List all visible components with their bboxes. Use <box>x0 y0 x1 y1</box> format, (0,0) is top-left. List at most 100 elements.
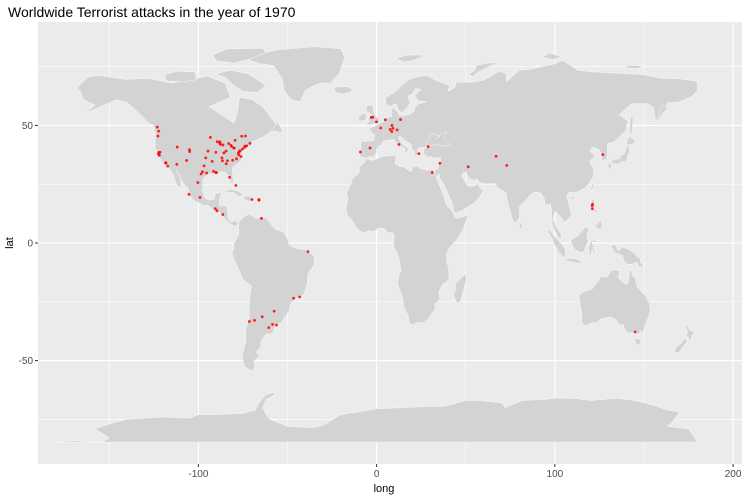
attack-point <box>272 309 276 313</box>
attack-point <box>298 295 302 299</box>
chart-title: Worldwide Terrorist attacks in the year … <box>8 4 296 20</box>
attack-point <box>224 149 228 153</box>
attack-point <box>267 326 271 330</box>
y-tick-label: 0 <box>27 239 33 250</box>
land-ellesmere-island <box>212 48 267 64</box>
attack-point <box>157 129 161 133</box>
land-novaya-zemlya <box>468 62 498 77</box>
y-axis-ticks: -50 0 50 <box>19 121 38 367</box>
attack-point <box>232 146 236 150</box>
attack-point <box>260 315 264 319</box>
attack-point <box>250 198 254 201</box>
land-greenland <box>248 46 345 103</box>
attack-point <box>222 151 226 155</box>
x-tick-label: -100 <box>188 469 208 480</box>
attack-point <box>426 145 430 149</box>
attack-point <box>368 146 372 150</box>
x-axis-ticks: -100 0 100 200 <box>188 464 742 480</box>
attack-point <box>224 162 228 166</box>
attack-point <box>399 118 402 121</box>
attack-point <box>248 141 252 145</box>
attack-point <box>253 318 256 322</box>
attack-point <box>505 164 509 167</box>
attack-point <box>633 330 637 334</box>
attack-point <box>218 141 222 145</box>
attack-point <box>215 209 219 213</box>
attack-point <box>271 322 274 326</box>
land-sakhalin <box>629 115 634 135</box>
land-africa <box>345 155 468 325</box>
x-tick-label: 0 <box>374 469 380 480</box>
attack-point <box>188 150 192 153</box>
attack-point <box>204 156 208 160</box>
attack-point <box>156 134 160 138</box>
attack-point <box>390 130 394 133</box>
attack-point <box>417 152 421 156</box>
attack-point <box>292 296 295 300</box>
land-tasmania <box>634 338 642 346</box>
attack-point <box>205 171 209 175</box>
attack-point <box>234 183 238 187</box>
attack-point <box>187 192 191 196</box>
attack-point <box>233 138 237 142</box>
land-new-zealand-north <box>684 323 695 341</box>
attack-point <box>306 250 310 254</box>
attack-point <box>383 118 387 122</box>
y-tick-label: -50 <box>19 356 34 367</box>
attack-point <box>388 128 392 131</box>
land-australia <box>578 268 651 335</box>
world-map-land <box>55 46 698 443</box>
attack-point <box>226 159 229 163</box>
attack-point <box>244 134 247 138</box>
attack-point <box>591 203 595 206</box>
attack-point <box>212 169 215 173</box>
attack-point <box>359 150 362 154</box>
attack-point <box>260 216 263 220</box>
land-south-america <box>231 213 315 372</box>
attack-points <box>155 115 637 334</box>
attack-point <box>236 151 240 155</box>
attack-point <box>185 159 189 162</box>
land-java <box>564 258 582 264</box>
land-hainan <box>570 195 575 201</box>
land-newfoundland <box>270 121 283 134</box>
attack-point <box>208 136 212 139</box>
attack-point <box>215 140 219 144</box>
land-japan-honshu <box>609 145 630 165</box>
land-cuba <box>224 188 245 197</box>
land-new-siberian-islands <box>622 65 645 69</box>
land-iceland <box>333 86 353 95</box>
attack-point <box>395 128 399 132</box>
attack-point <box>241 147 245 151</box>
attack-point <box>275 323 278 327</box>
land-mindanao <box>593 219 603 231</box>
attack-point <box>239 155 243 158</box>
land-japan-kyushu <box>607 162 613 170</box>
attack-point <box>221 213 225 216</box>
land-new-guinea <box>609 244 644 268</box>
attack-point <box>375 120 378 124</box>
land-japan-hokkaido <box>626 136 637 146</box>
attack-point <box>390 124 394 127</box>
attack-point <box>164 161 168 165</box>
attack-point <box>227 142 231 145</box>
attack-point <box>369 116 373 119</box>
land-borneo <box>570 226 590 253</box>
attack-point <box>240 134 244 138</box>
attack-point <box>221 143 225 147</box>
land-baffin-island <box>215 69 267 93</box>
land-svalbard <box>396 54 425 63</box>
attack-point <box>430 171 434 174</box>
y-axis-title: lat <box>4 237 16 249</box>
land-severnaya-zemlya <box>542 52 563 60</box>
attack-point <box>391 126 395 130</box>
land-eurasia <box>359 60 698 240</box>
attack-point <box>230 144 233 148</box>
attack-point <box>257 198 261 202</box>
land-great-britain <box>365 104 380 126</box>
attack-point <box>213 207 217 211</box>
land-sri-lanka <box>518 219 523 229</box>
y-tick-label: 50 <box>22 121 34 132</box>
attack-point <box>228 176 231 179</box>
